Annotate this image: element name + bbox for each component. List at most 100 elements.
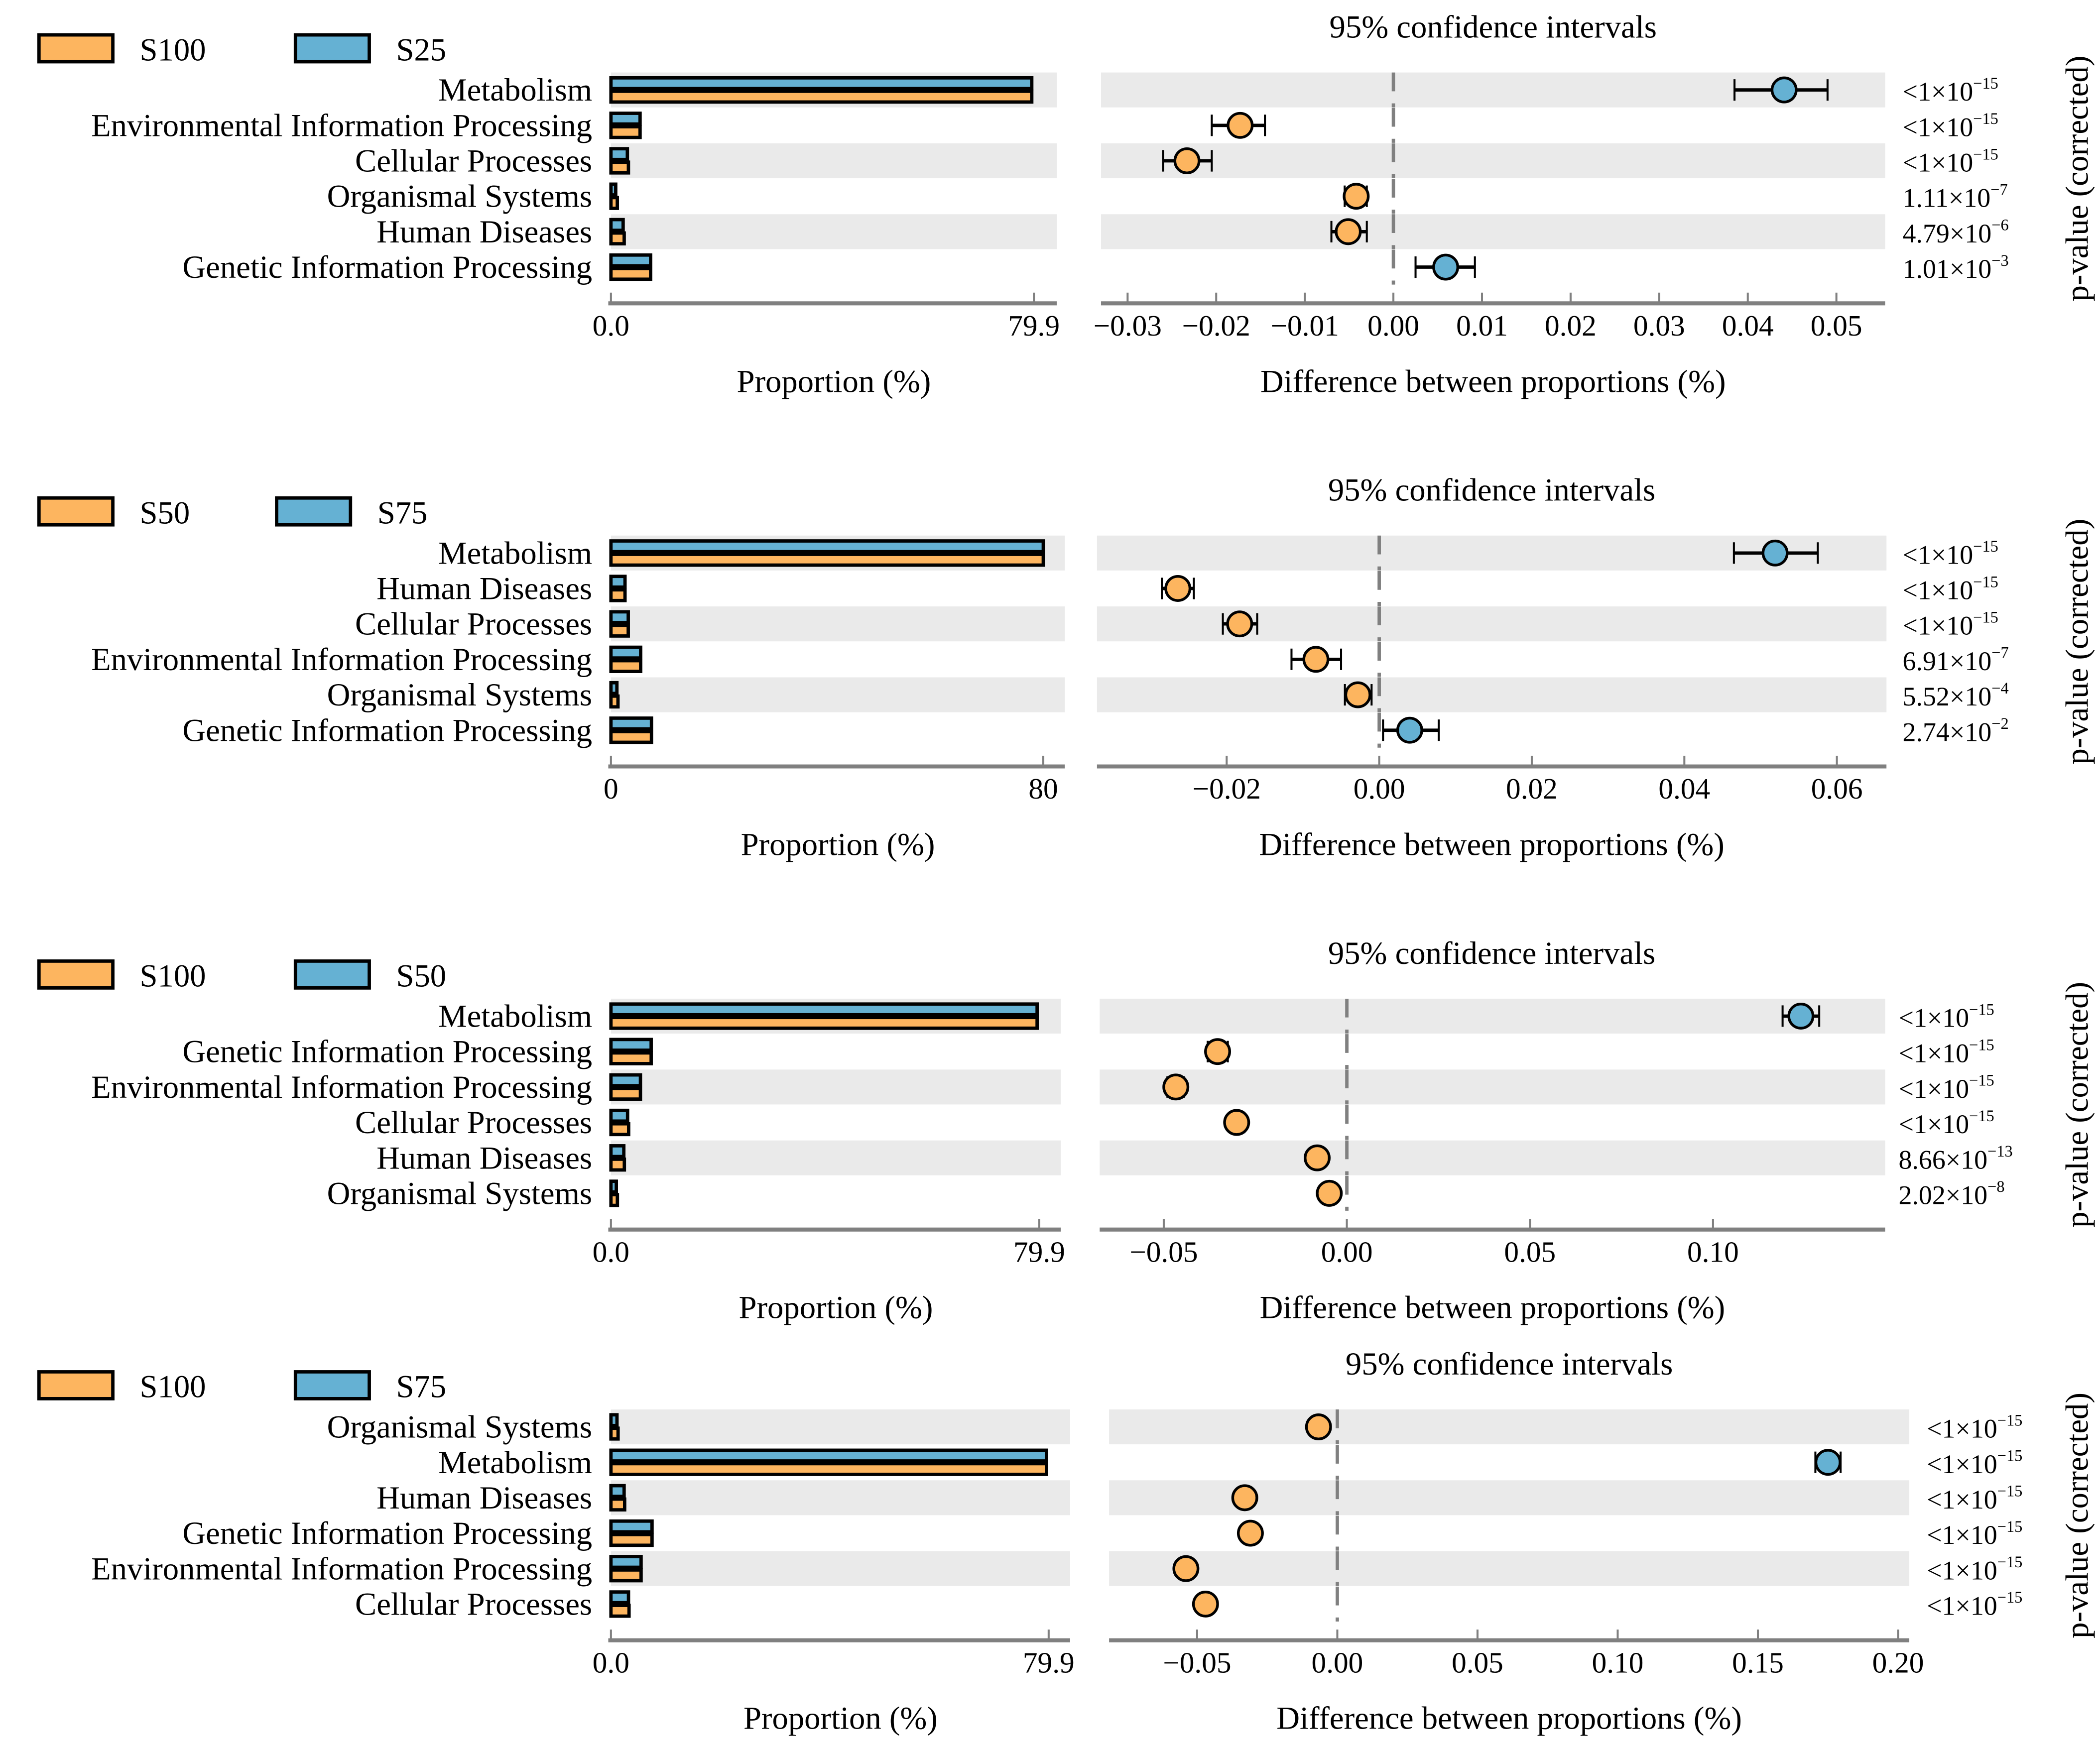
bar-S50 (609, 1179, 618, 1194)
p-value: <1×10−15 (1927, 1588, 2022, 1621)
p-value: <1×10−15 (1927, 1517, 2022, 1550)
ci-title: 95% confidence intervals (1330, 8, 1657, 44)
bar-S50 (609, 730, 653, 744)
category-label: Genetic Information Processing (182, 1515, 592, 1551)
diff-point (1192, 1590, 1219, 1618)
diff-point (1164, 575, 1192, 602)
legend-swatch-S50 (37, 496, 115, 527)
category-label: Genetic Information Processing (182, 249, 592, 285)
p-value: <1×10−15 (1903, 608, 1998, 640)
bar-S25 (609, 253, 652, 268)
ci-title: 95% confidence intervals (1328, 472, 1655, 508)
row-band (611, 1140, 1061, 1175)
category-label: Genetic Information Processing (182, 1034, 592, 1069)
diff-point (1432, 253, 1460, 281)
category-label: Metabolism (438, 72, 592, 108)
ci-tick-label: 0.04 (1722, 309, 1774, 342)
category-label: Human Diseases (376, 214, 592, 249)
p-value-axis-label: p-value (corrected) (2059, 56, 2095, 302)
diff-point (1236, 1519, 1264, 1547)
p-value: 1.01×10−3 (1903, 251, 2009, 284)
ci-tick-label: −0.05 (1163, 1646, 1231, 1679)
diff-point (1162, 1073, 1190, 1101)
bar-tick-label: 80 (1028, 772, 1058, 805)
panel-1: S100 S25 95% confidence intervals Metabolis… (37, 8, 2095, 399)
diff-point (1172, 1555, 1200, 1582)
category-label: Metabolism (438, 535, 592, 571)
bar-S75 (609, 645, 642, 660)
ci-tick-label: 0.10 (1687, 1235, 1739, 1268)
diff-point (1304, 1144, 1331, 1171)
category-label: Environmental Information Processing (91, 107, 592, 143)
legend-swatch-S100 (37, 33, 115, 64)
row-band (1100, 998, 1885, 1034)
legend-label: S75 (396, 1369, 446, 1404)
ci-tick-label: 0.20 (1872, 1646, 1924, 1679)
category-label: Environmental Information Processing (91, 641, 592, 677)
ci-x-axis-label: Difference between proportions (%) (1259, 826, 1725, 862)
row-band (1097, 606, 1887, 642)
bar-S100 (609, 1051, 653, 1065)
legend-label: S25 (396, 31, 446, 67)
category-label: Metabolism (438, 1444, 592, 1480)
bar-S75 (609, 1590, 630, 1605)
diff-point (1787, 1003, 1815, 1030)
bar-tick-label: 79.9 (1013, 1235, 1065, 1268)
bar-S25 (609, 218, 625, 233)
bar-S25 (609, 76, 1034, 91)
legend-swatch-S25 (293, 33, 371, 64)
ci-tick-label: −0.02 (1182, 309, 1250, 342)
category-label: Metabolism (438, 998, 592, 1034)
ci-tick-label: −0.01 (1271, 309, 1339, 342)
diff-point (1223, 1109, 1250, 1136)
bar-tick-label: 79.9 (1008, 309, 1060, 342)
p-value: <1×10−15 (1903, 110, 1998, 142)
legend-swatch-S100 (37, 1370, 115, 1400)
p-value-axis-label: p-value (corrected) (2059, 519, 2095, 765)
legend-swatch-S100 (37, 959, 115, 990)
p-value: <1×10−15 (1898, 1107, 1994, 1139)
legend-label: S100 (140, 958, 206, 994)
legend-label: S75 (377, 495, 428, 531)
ci-tick-label: 0.05 (1504, 1235, 1556, 1268)
p-value: <1×10−15 (1898, 1000, 1994, 1033)
bar-S50 (609, 694, 620, 709)
bar-S100 (609, 1426, 620, 1441)
bar-S25 (609, 147, 629, 161)
panel-2: S50 S75 95% confidence intervals Metabolism… (37, 472, 2095, 862)
diff-point (1226, 610, 1253, 638)
bar-S100 (609, 1193, 619, 1207)
bar-S25 (609, 182, 618, 197)
diff-point (1344, 681, 1371, 708)
row-band (1100, 1069, 1885, 1105)
diff-point (1302, 646, 1330, 673)
category-label: Human Diseases (376, 1480, 592, 1515)
bar-S75 (609, 539, 1045, 554)
legend-label: S100 (140, 31, 206, 67)
bar-S100 (609, 266, 652, 281)
bar-x-axis-label: Proportion (%) (741, 826, 935, 862)
bar-S100 (609, 1158, 626, 1172)
row-band (1101, 143, 1885, 179)
row-band (1109, 1480, 1910, 1515)
diff-point (1770, 76, 1798, 104)
p-value: <1×10−15 (1927, 1446, 2022, 1479)
panel-3: S100 S50 95% confidence intervals Metabolis… (37, 935, 2095, 1325)
bar-S50 (609, 1108, 629, 1123)
row-band (1109, 1551, 1910, 1586)
p-value: 2.02×10−8 (1898, 1177, 2004, 1210)
row-band (611, 606, 1065, 642)
diff-point (1316, 1179, 1343, 1207)
bar-tick-label: 79.9 (1023, 1646, 1075, 1679)
row-band (1097, 677, 1887, 712)
bar-S100 (609, 1604, 631, 1618)
ci-tick-label: 0.05 (1811, 309, 1862, 342)
ci-tick-label: 0.02 (1506, 772, 1558, 805)
ci-tick-label: −0.02 (1193, 772, 1261, 805)
p-value: <1×10−15 (1903, 74, 1998, 107)
p-value: 5.52×10−4 (1903, 679, 2009, 711)
bar-S75 (609, 1555, 643, 1569)
p-value: <1×10−15 (1927, 1411, 2022, 1443)
bar-S100 (609, 1016, 1039, 1030)
